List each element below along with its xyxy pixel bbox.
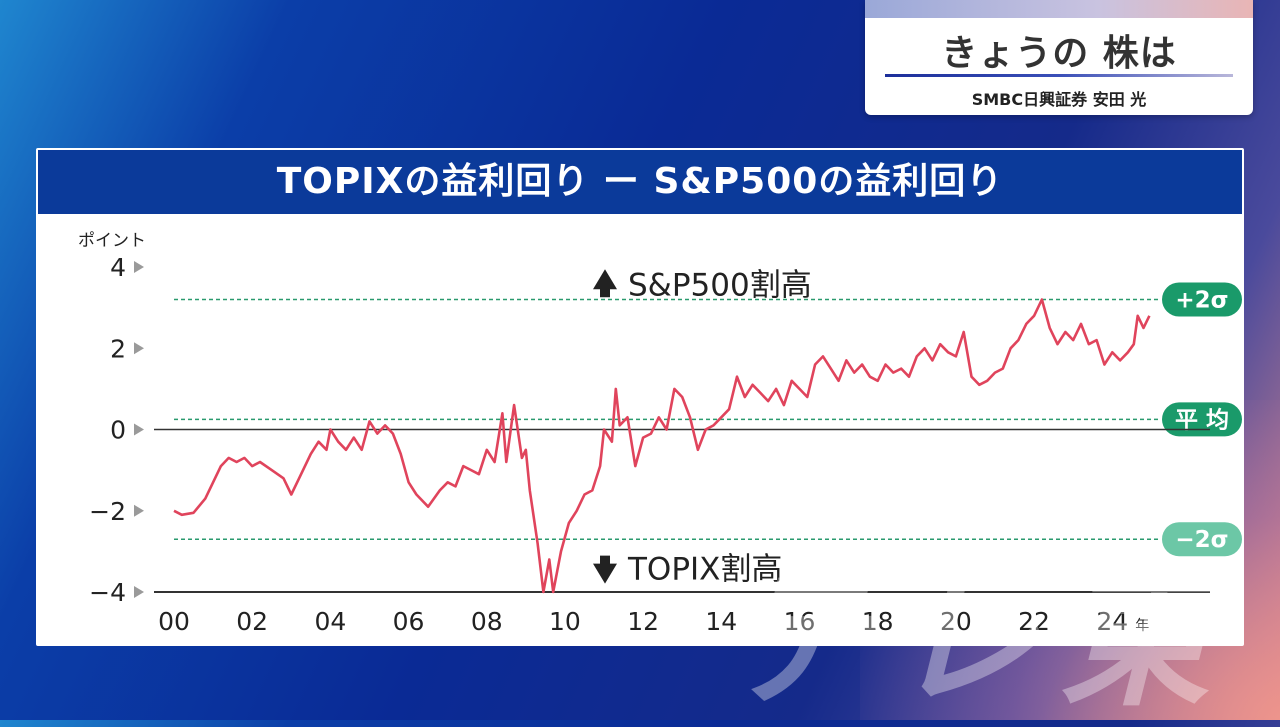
reference-badge-label: +2σ — [1175, 288, 1228, 314]
up-arrow-icon — [593, 269, 617, 298]
x-tick-label: 08 — [471, 607, 503, 636]
caption-title: きょうの 株は — [941, 33, 1177, 74]
program-caption: きょうの 株は SMBC日興証券 安田 光 — [865, 0, 1253, 115]
down-arrow-icon — [593, 555, 617, 584]
y-tick-label: 4 — [110, 253, 126, 282]
y-tick-marker — [134, 342, 144, 355]
reference-badge — [1162, 522, 1242, 557]
y-tick-label: 2 — [110, 334, 126, 363]
x-tick-label: 10 — [549, 607, 581, 636]
x-tick-label: 22 — [1018, 607, 1050, 636]
x-tick-label: 16 — [784, 607, 816, 636]
chart-panel: TOPIXの益利回り ー S&P500の益利回り ポイント 4 2 0 −2 −4 +2σ 平… — [36, 148, 1244, 646]
y-tick-marker — [134, 423, 144, 436]
reference-badge-label: −2σ — [1175, 527, 1228, 553]
y-tick-marker — [134, 504, 144, 517]
y-tick-label: −4 — [89, 578, 126, 607]
reference-badge — [1162, 282, 1242, 317]
y-tick-label: −2 — [89, 497, 126, 526]
chart-title: TOPIXの益利回り ー S&P500の益利回り — [38, 150, 1242, 214]
x-tick-label: 14 — [705, 607, 737, 636]
x-tick-label: 24 — [1096, 607, 1128, 636]
x-tick-label: 04 — [314, 607, 346, 636]
x-tick-label: 02 — [236, 607, 268, 636]
x-unit-label: 年 — [1135, 618, 1149, 634]
reference-badge — [1162, 402, 1242, 437]
y-tick-label: 0 — [110, 416, 126, 445]
series-line — [173, 298, 1151, 594]
y-tick-marker — [134, 586, 144, 598]
lower-annotation: TOPIX割高 — [627, 552, 782, 588]
y-axis-label: ポイント — [78, 231, 146, 251]
x-tick-label: 12 — [627, 607, 659, 636]
x-tick-label: 00 — [158, 607, 190, 636]
caption-divider — [885, 74, 1233, 77]
x-tick-label: 06 — [393, 607, 425, 636]
y-tick-marker — [134, 261, 144, 273]
caption-accent-bar — [865, 0, 1253, 18]
upper-annotation: S&P500割高 — [628, 267, 812, 303]
x-tick-label: 20 — [940, 607, 972, 636]
x-tick-label: 18 — [862, 607, 894, 636]
caption-subtitle: SMBC日興証券 安田 光 — [971, 90, 1147, 109]
